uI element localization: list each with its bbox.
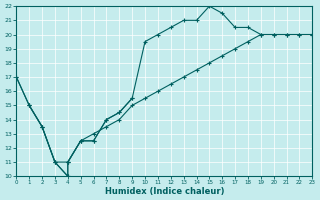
X-axis label: Humidex (Indice chaleur): Humidex (Indice chaleur) xyxy=(105,187,224,196)
